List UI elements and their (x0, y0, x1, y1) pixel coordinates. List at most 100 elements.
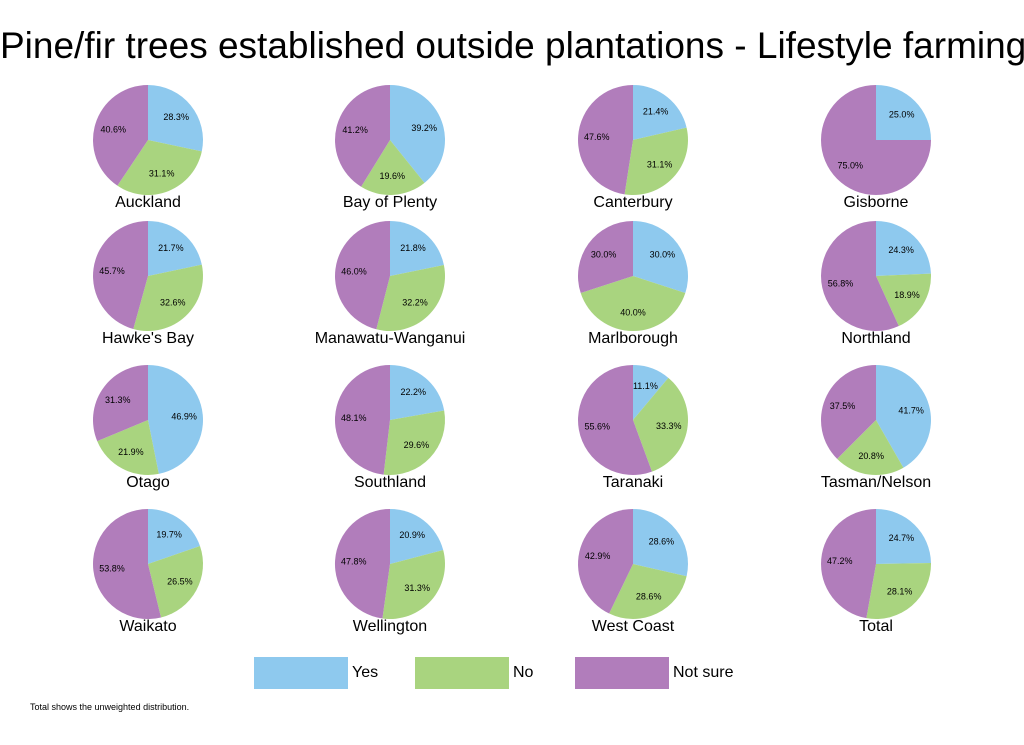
pie-slice-yes (390, 84, 446, 183)
pie-slice-not-sure (578, 85, 633, 195)
pie-slice-not-sure (821, 85, 931, 195)
pie-region-label: Canterbury (593, 194, 672, 211)
pie-southland: 22.2% 29.6% 48.1% Southland (334, 365, 445, 491)
slice-label-no: 18.9% (894, 290, 920, 300)
pie-slice-yes (148, 221, 202, 276)
pie-otago: 46.9% 21.9% 31.3% Otago (92, 365, 204, 491)
slice-label-yes: 21.4% (643, 107, 669, 117)
slice-label-no: 31.3% (404, 583, 430, 593)
pie-region-label: Bay of Plenty (343, 194, 437, 211)
legend-item-no: No (415, 656, 533, 690)
slice-label-no: 20.8% (858, 451, 884, 461)
pie-slice-yes (633, 365, 669, 420)
pie-region-label: Tasman/Nelson (821, 474, 931, 491)
pie-region-label: Northland (841, 330, 910, 347)
pie-slice-not-sure (334, 365, 390, 475)
pie-slice-yes (876, 365, 932, 468)
slice-label-no: 29.6% (404, 440, 430, 450)
pie-slice-not-sure (335, 85, 390, 187)
slice-label-no: 31.1% (647, 160, 673, 170)
pie-bay-of-plenty: 39.2% 19.6% 41.2% Bay of Plenty (335, 84, 446, 211)
pie-grid: 28.3% 31.1% 40.6% Auckland 39.2% 19.6% 41.2% Ba… (92, 84, 932, 635)
legend-label-not-sure: Not sure (673, 664, 734, 681)
pie-slice-not-sure (335, 221, 390, 330)
slice-label-not-sure: 47.8% (341, 557, 367, 567)
pie-slice-no (633, 377, 689, 472)
slice-label-not-sure: 48.1% (341, 413, 367, 423)
slice-label-yes: 28.6% (649, 536, 675, 546)
slice-label-yes: 21.8% (400, 243, 426, 253)
slice-label-no: 32.6% (160, 298, 186, 308)
slice-label-not-sure: 53.8% (99, 563, 125, 573)
pie-west-coast: 28.6% 28.6% 42.9% West Coast (578, 509, 688, 635)
slice-label-not-sure: 56.8% (828, 279, 854, 289)
legend-item-not-sure: Not sure (575, 656, 733, 690)
pie-slice-yes (876, 85, 931, 140)
pie-slice-not-sure (578, 365, 652, 476)
pie-slice-yes (876, 221, 931, 276)
pie-slice-no (866, 562, 931, 619)
slice-label-yes: 22.2% (401, 387, 427, 397)
pie-slice-not-sure (821, 221, 899, 331)
legend-swatch-no (415, 657, 509, 689)
pie-taranaki: 11.1% 33.3% 55.6% Taranaki (578, 365, 689, 491)
pie-manawatu-wanganui: 21.8% 32.2% 46.0% Manawatu-Wanganui (315, 221, 466, 347)
pie-slice-yes (390, 365, 445, 420)
pie-slice-not-sure (821, 365, 876, 459)
pie-slice-no (383, 410, 445, 476)
pie-canterbury: 21.4% 31.1% 47.6% Canterbury (578, 85, 688, 211)
pie-region-label: Wellington (353, 618, 427, 635)
pie-slice-yes (390, 508, 444, 564)
chart-title: Pine/fir trees established outside plant… (0, 25, 1024, 66)
slice-label-no: 21.9% (118, 447, 144, 457)
pie-slice-not-sure (334, 508, 390, 619)
slice-label-no: 28.6% (636, 592, 662, 602)
pie-slice-no (580, 276, 686, 332)
pie-slice-no (148, 546, 204, 618)
slice-label-not-sure: 47.2% (827, 556, 853, 566)
footnote: Total shows the unweighted distribution. (30, 702, 190, 712)
slice-label-yes: 11.1% (633, 381, 658, 391)
slice-label-not-sure: 75.0% (838, 161, 864, 171)
pie-region-label: West Coast (592, 618, 675, 635)
pie-slice-no (361, 140, 425, 195)
pie-total: 24.7% 28.1% 47.2% Total (821, 509, 931, 635)
pie-slice-no (624, 127, 688, 195)
slice-label-yes: 30.0% (650, 250, 676, 260)
pie-northland: 24.3% 18.9% 56.8% Northland (821, 221, 932, 347)
slice-label-not-sure: 47.6% (584, 132, 610, 142)
pie-region-label: Auckland (115, 194, 181, 211)
pie-wellington: 20.9% 31.3% 47.8% Wellington (334, 508, 446, 635)
slice-label-yes: 46.9% (171, 411, 197, 421)
slice-label-yes: 24.3% (888, 245, 914, 255)
pie-slice-not-sure (578, 509, 633, 614)
legend-item-yes: Yes (254, 656, 378, 690)
slice-label-yes: 41.7% (898, 406, 924, 416)
legend-swatch-yes (254, 657, 348, 689)
slice-label-no: 33.3% (656, 421, 682, 431)
slice-label-yes: 24.7% (889, 533, 915, 543)
slice-label-not-sure: 37.5% (830, 401, 856, 411)
slice-label-yes: 28.3% (163, 112, 189, 122)
legend-label-no: No (513, 664, 534, 681)
pie-region-label: Manawatu-Wanganui (315, 330, 466, 347)
slice-label-yes: 19.7% (156, 529, 182, 539)
pie-slice-no (837, 420, 904, 476)
slice-label-not-sure: 55.6% (585, 421, 611, 431)
pie-slice-yes (633, 221, 689, 293)
pie-waikato: 19.7% 26.5% 53.8% Waikato (93, 509, 204, 635)
slice-label-no: 40.0% (620, 307, 646, 317)
pie-region-label: Hawke's Bay (102, 330, 194, 347)
pie-gisborne: 25.0% 75.0% Gisborne (821, 85, 931, 211)
slice-label-no: 19.6% (380, 171, 406, 181)
legend: Yes No Not sure (0, 656, 1024, 692)
pie-slice-no (382, 549, 446, 620)
pie-region-label: Marlborough (588, 330, 678, 347)
slice-label-no: 31.1% (149, 169, 175, 179)
slice-label-not-sure: 45.7% (99, 266, 125, 276)
pie-slice-yes (390, 221, 444, 276)
slice-label-not-sure: 30.0% (591, 250, 617, 260)
pie-slice-yes (148, 509, 200, 564)
slice-label-yes: 39.2% (411, 123, 437, 133)
slice-label-not-sure: 42.9% (585, 551, 611, 561)
